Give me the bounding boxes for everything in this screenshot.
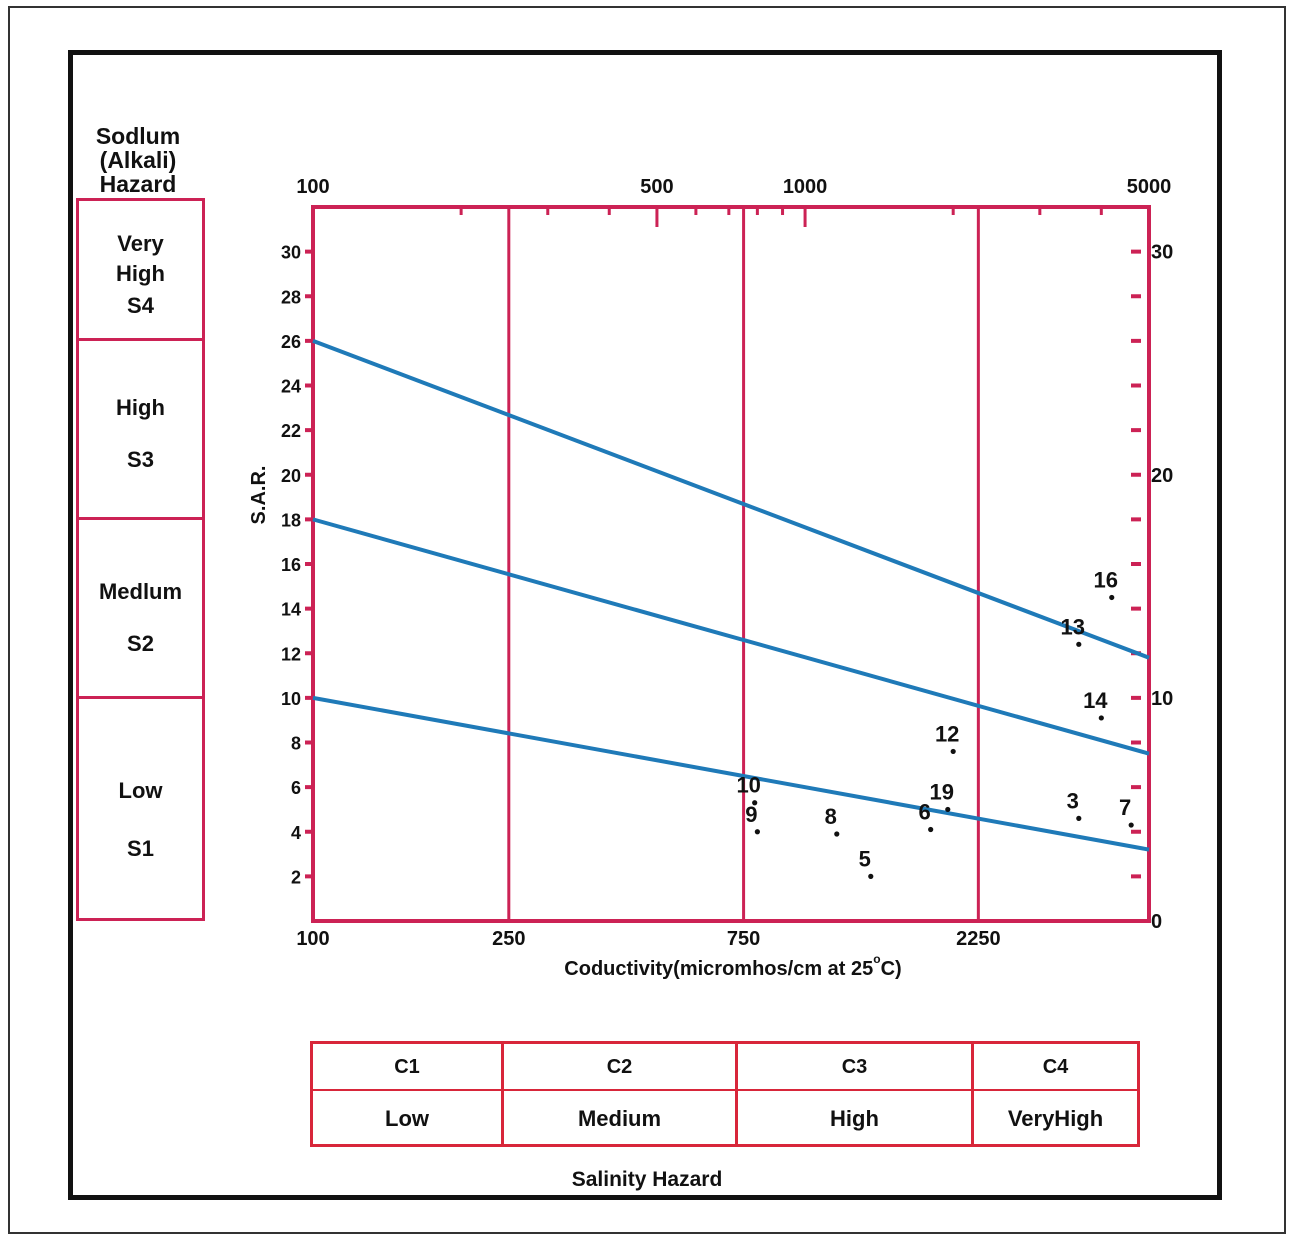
left-tick-label: 22 xyxy=(281,421,301,441)
left-tick-label: 6 xyxy=(291,778,301,798)
data-point xyxy=(1076,815,1082,821)
salinity-label: Medium xyxy=(577,1106,662,1131)
left-tick-label: 10 xyxy=(281,689,301,709)
class-label: High xyxy=(116,261,165,286)
bottom-tick-label: 250 xyxy=(492,928,525,950)
data-point xyxy=(868,873,874,879)
right-tick-label: 20 xyxy=(1151,465,1173,487)
salinity-hazard-table: C1 Low C2 Medium C3 High C4 VeryHigh xyxy=(310,1041,1140,1147)
sodium-class-s4: Very High S4 xyxy=(79,201,202,341)
bottom-tick-label: 750 xyxy=(727,928,760,950)
salinity-class-c1: C1 Low xyxy=(313,1044,504,1144)
salinity-hazard-title: Salinity Hazard xyxy=(571,1168,723,1191)
data-point-label: 3 xyxy=(1067,788,1079,813)
data-point-label: 19 xyxy=(930,779,954,804)
data-point-label: 10 xyxy=(736,773,760,798)
data-point xyxy=(950,748,956,755)
bottom-tick-label: 100 xyxy=(296,928,329,950)
right-tick-label: 10 xyxy=(1151,688,1173,710)
class-label: Low xyxy=(118,778,163,803)
data-point-label: 13 xyxy=(1061,614,1085,639)
sodium-class-line xyxy=(312,339,1150,660)
sodium-class-s3: High S3 xyxy=(79,341,202,520)
heading-line: Hazard xyxy=(99,171,177,197)
salinity-label: High xyxy=(830,1106,879,1131)
salinity-code: C1 xyxy=(313,1044,501,1091)
class-label: Very xyxy=(117,231,164,256)
class-label: High xyxy=(116,395,165,420)
data-point-label: 12 xyxy=(935,721,959,746)
data-point xyxy=(1109,594,1115,601)
left-tick-label: 30 xyxy=(281,243,301,263)
data-point xyxy=(1128,822,1134,828)
data-point-label: 7 xyxy=(1119,795,1131,820)
salinity-label: Low xyxy=(385,1106,429,1131)
x-axis-label-suffix: C) xyxy=(881,958,902,980)
class-code: S2 xyxy=(127,631,154,656)
top-tick-label: 1000 xyxy=(783,176,828,198)
class-code: S4 xyxy=(127,293,154,318)
data-point-label: 6 xyxy=(919,800,931,825)
left-tick-label: 12 xyxy=(281,644,301,664)
data-point-label: 8 xyxy=(825,804,837,829)
plot-area xyxy=(311,205,1151,923)
sodium-class-s2: Medlum S2 xyxy=(79,520,202,699)
top-tick-label: 100 xyxy=(296,176,329,198)
salinity-code: C4 xyxy=(974,1044,1137,1091)
data-point xyxy=(945,806,951,813)
left-tick-label: 14 xyxy=(281,600,301,620)
bottom-tick-label: 2250 xyxy=(956,928,1001,950)
chart-frame xyxy=(68,50,1222,1200)
left-tick-label: 8 xyxy=(291,734,301,754)
sodium-class-line xyxy=(312,517,1150,756)
salinity-class-c3: C3 High xyxy=(738,1044,974,1144)
data-point-label: 5 xyxy=(859,846,871,871)
class-code: S3 xyxy=(127,447,154,472)
right-tick-label: 0 xyxy=(1151,911,1162,933)
left-tick-label: 18 xyxy=(281,510,301,530)
left-tick-label: 16 xyxy=(281,555,301,575)
heading-line: (Alkali) xyxy=(99,147,177,173)
class-label: Medlum xyxy=(98,579,183,604)
right-tick-label: 30 xyxy=(1151,242,1173,264)
sodium-hazard-column: Very High S4 High S3 Medlum S2 Low S1 xyxy=(76,198,205,921)
data-point xyxy=(754,829,760,835)
class-code: S1 xyxy=(127,836,154,861)
data-point-label: 16 xyxy=(1093,567,1117,592)
x-axis-label: Coductivity(micromhos/cm at 25oC) xyxy=(564,952,901,980)
outer-frame xyxy=(8,6,1286,1234)
top-tick-label: 5000 xyxy=(1127,176,1172,198)
salinity-code: C3 xyxy=(738,1044,971,1091)
salinity-class-c4: C4 VeryHigh xyxy=(974,1044,1137,1144)
data-point-label: 9 xyxy=(745,802,757,827)
x-axis-label-main: Coductivity(micromhos/cm at 25 xyxy=(564,958,873,980)
data-point xyxy=(752,800,758,806)
left-tick-label: 24 xyxy=(281,377,301,397)
data-point xyxy=(1076,641,1082,647)
left-tick-label: 2 xyxy=(291,867,301,887)
left-tick-label: 26 xyxy=(281,332,301,352)
left-tick-label: 20 xyxy=(281,466,301,486)
heading-line: Sodlum xyxy=(95,123,181,149)
y-axis-label: S.A.R. xyxy=(248,466,270,525)
salinity-class-c2: C2 Medium xyxy=(504,1044,738,1144)
data-point xyxy=(834,831,840,837)
left-tick-label: 4 xyxy=(291,823,301,843)
sodium-hazard-heading: Sodlum (Alkali) Hazard xyxy=(78,124,198,196)
salinity-code: C2 xyxy=(504,1044,735,1091)
top-tick-label: 500 xyxy=(640,176,673,198)
sodium-class-line xyxy=(312,695,1150,852)
data-point xyxy=(928,826,934,833)
data-point xyxy=(1098,715,1104,721)
degree-symbol: o xyxy=(873,952,880,966)
salinity-label: VeryHigh xyxy=(1007,1106,1104,1131)
data-point-label: 14 xyxy=(1083,688,1108,713)
left-tick-label: 28 xyxy=(281,287,301,307)
sodium-class-s1: Low S1 xyxy=(79,699,202,918)
